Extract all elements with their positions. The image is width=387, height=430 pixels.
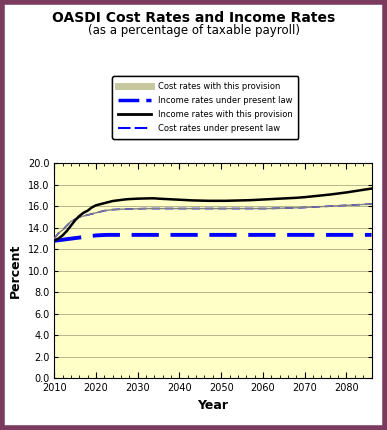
Text: (as a percentage of taxable payroll): (as a percentage of taxable payroll) [87, 24, 300, 37]
Y-axis label: Percent: Percent [9, 244, 22, 298]
X-axis label: Year: Year [197, 399, 228, 412]
Legend: Cost rates with this provision, Income rates under present law, Income rates wit: Cost rates with this provision, Income r… [112, 76, 298, 139]
Text: OASDI Cost Rates and Income Rates: OASDI Cost Rates and Income Rates [52, 11, 335, 25]
